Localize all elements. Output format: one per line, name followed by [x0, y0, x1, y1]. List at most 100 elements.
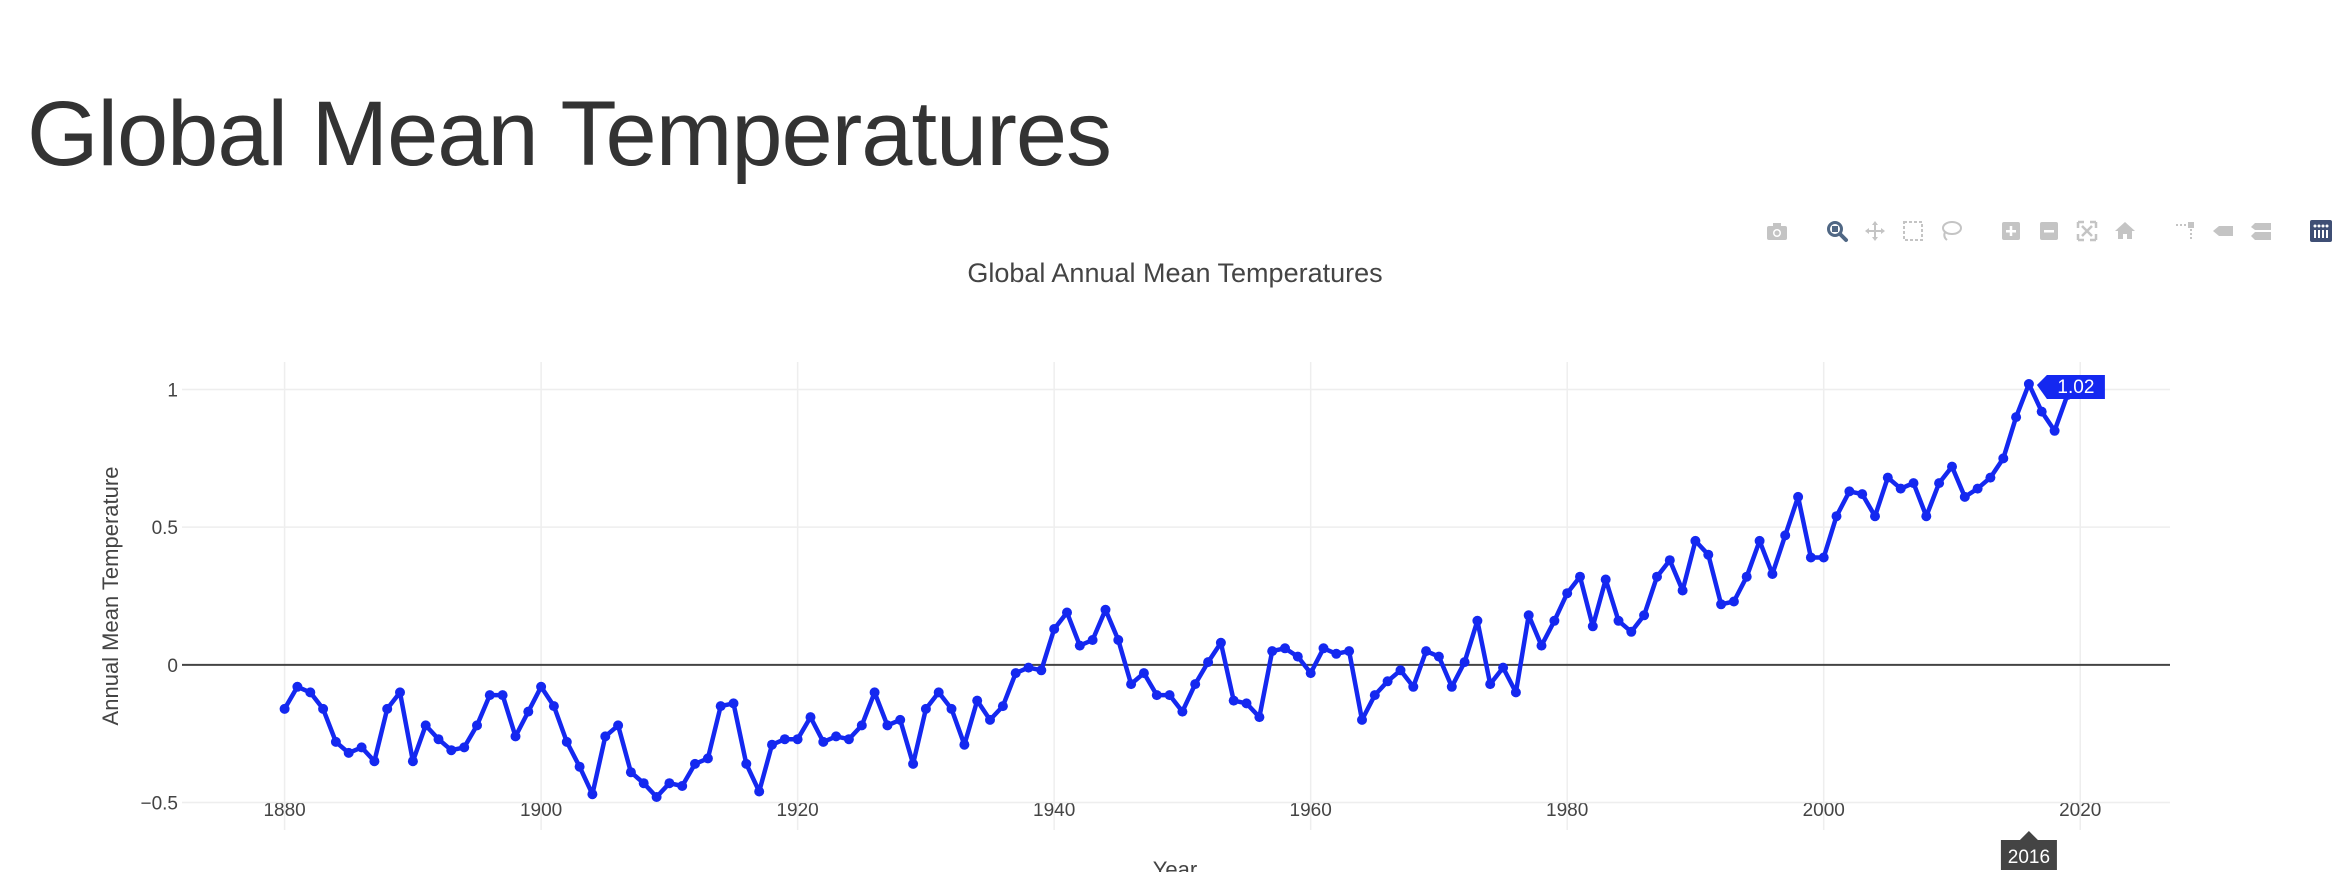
data-point[interactable]: [1498, 662, 1509, 673]
data-point[interactable]: [1241, 698, 1252, 709]
data-point[interactable]: [1626, 626, 1637, 637]
data-point[interactable]: [843, 734, 854, 745]
data-point[interactable]: [1331, 648, 1342, 659]
data-point[interactable]: [1190, 679, 1201, 690]
data-point[interactable]: [1600, 574, 1611, 585]
data-point[interactable]: [2049, 425, 2060, 436]
data-point[interactable]: [625, 767, 636, 778]
data-point[interactable]: [1292, 651, 1303, 662]
data-point[interactable]: [382, 703, 393, 714]
data-point[interactable]: [1562, 588, 1573, 599]
data-point[interactable]: [1921, 511, 1932, 522]
data-point[interactable]: [933, 687, 944, 698]
data-point[interactable]: [1433, 651, 1444, 662]
data-point[interactable]: [1716, 599, 1727, 610]
data-point[interactable]: [472, 720, 482, 731]
data-point[interactable]: [1113, 635, 1124, 645]
data-point[interactable]: [484, 690, 495, 701]
data-point[interactable]: [1062, 607, 1072, 618]
data-point[interactable]: [690, 758, 700, 769]
data-point[interactable]: [1985, 472, 1996, 483]
data-point[interactable]: [1369, 690, 1380, 701]
data-point[interactable]: [1613, 615, 1624, 626]
zoom-in-button[interactable]: [1996, 216, 2026, 246]
spike-lines-button[interactable]: [2170, 216, 2200, 246]
data-point[interactable]: [446, 745, 457, 756]
data-point[interactable]: [1857, 489, 1868, 500]
data-point[interactable]: [1164, 690, 1175, 701]
data-point[interactable]: [1805, 552, 1816, 563]
data-point[interactable]: [997, 701, 1008, 712]
data-point[interactable]: [1652, 571, 1662, 582]
data-point[interactable]: [433, 734, 444, 745]
data-point[interactable]: [1036, 665, 1047, 676]
data-point[interactable]: [1703, 549, 1714, 560]
data-point[interactable]: [407, 756, 418, 767]
data-point[interactable]: [1408, 681, 1419, 692]
data-point[interactable]: [1357, 714, 1367, 725]
data-point[interactable]: [677, 781, 688, 791]
data-point[interactable]: [1151, 690, 1162, 701]
data-point[interactable]: [510, 731, 521, 742]
plotly-logo-button[interactable]: [2306, 216, 2336, 246]
data-point[interactable]: [1215, 637, 1226, 648]
data-point[interactable]: [715, 701, 726, 712]
data-point[interactable]: [1459, 657, 1470, 668]
data-point[interactable]: [1318, 643, 1329, 654]
data-point[interactable]: [1728, 596, 1739, 607]
data-point[interactable]: [574, 761, 585, 772]
data-point[interactable]: [856, 720, 867, 731]
data-point[interactable]: [1280, 643, 1290, 654]
data-point[interactable]: [587, 789, 598, 800]
data-point[interactable]: [2023, 379, 2034, 389]
data-point[interactable]: [702, 753, 713, 764]
data-point[interactable]: [1138, 668, 1149, 679]
zoom-out-button[interactable]: [2034, 216, 2064, 246]
data-point[interactable]: [1549, 615, 1560, 626]
data-point[interactable]: [1395, 665, 1406, 676]
data-point[interactable]: [305, 687, 316, 698]
data-point[interactable]: [1203, 657, 1214, 668]
data-point[interactable]: [792, 734, 803, 745]
data-point[interactable]: [613, 720, 624, 731]
data-point[interactable]: [805, 712, 816, 723]
data-point[interactable]: [831, 731, 842, 742]
data-point[interactable]: [1793, 491, 1804, 502]
data-point[interactable]: [1536, 640, 1547, 651]
data-point[interactable]: [600, 731, 611, 742]
data-point[interactable]: [1690, 535, 1701, 546]
data-point[interactable]: [728, 698, 739, 709]
data-point[interactable]: [523, 706, 534, 717]
data-point[interactable]: [1934, 478, 1945, 489]
data-point[interactable]: [1575, 571, 1585, 582]
data-point[interactable]: [1344, 646, 1355, 657]
data-point[interactable]: [1523, 610, 1534, 621]
hover-closest-button[interactable]: [2208, 216, 2238, 246]
data-point[interactable]: [1741, 571, 1752, 582]
data-point[interactable]: [1472, 615, 1483, 626]
data-point[interactable]: [1305, 668, 1316, 679]
data-point[interactable]: [536, 681, 547, 692]
data-point[interactable]: [292, 681, 303, 692]
data-point[interactable]: [1908, 478, 1919, 489]
data-point[interactable]: [767, 739, 777, 750]
data-point[interactable]: [1677, 585, 1688, 596]
data-point[interactable]: [1267, 646, 1278, 657]
data-point[interactable]: [1818, 552, 1829, 563]
data-point[interactable]: [343, 747, 354, 758]
data-point[interactable]: [1844, 486, 1855, 497]
data-point[interactable]: [972, 695, 983, 706]
data-point[interactable]: [1074, 640, 1085, 651]
data-point[interactable]: [497, 690, 508, 701]
data-point[interactable]: [1947, 461, 1957, 472]
zoom-button[interactable]: [1822, 216, 1852, 246]
data-point[interactable]: [895, 714, 906, 725]
data-point[interactable]: [1228, 695, 1239, 706]
data-point[interactable]: [1446, 681, 1457, 692]
data-point[interactable]: [1870, 511, 1880, 522]
data-point[interactable]: [1998, 453, 2009, 464]
data-point[interactable]: [1895, 483, 1906, 494]
data-point[interactable]: [548, 701, 559, 712]
data-point[interactable]: [1254, 712, 1265, 723]
data-point[interactable]: [985, 714, 995, 725]
